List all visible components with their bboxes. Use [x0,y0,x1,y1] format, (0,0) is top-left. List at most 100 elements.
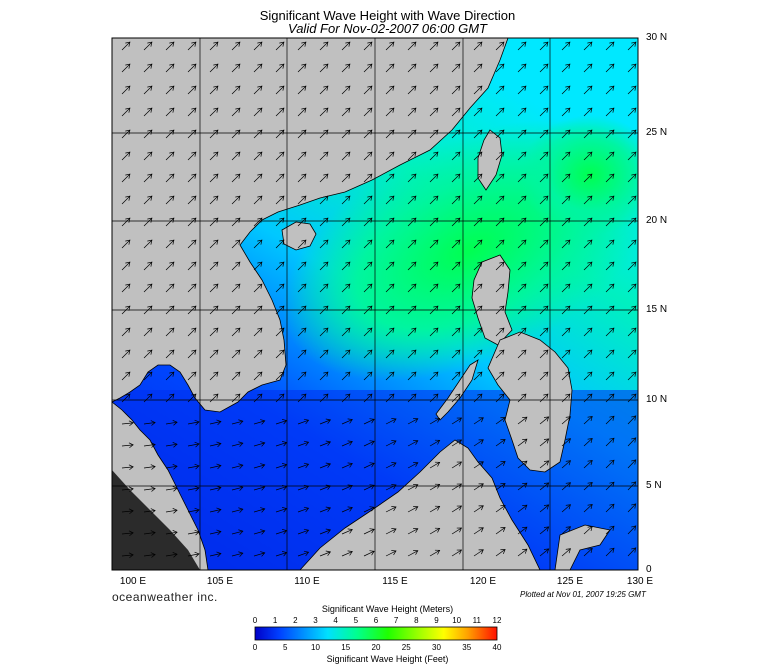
meter-tick-label: 11 [472,616,481,625]
wave-arrow [143,195,153,205]
wave-arrow [539,239,549,249]
wave-arrow-head [125,151,131,157]
wave-arrow-head [301,173,307,179]
wave-arrow [517,195,527,205]
wave-arrow-head [279,239,285,245]
wave-arrow-head [169,371,175,377]
wave-arrow-head [565,371,571,377]
wave-arrow-head [478,527,484,533]
wave-arrow [385,217,395,227]
wave-arrow-head [125,305,131,311]
wave-arrow-head [521,173,527,179]
wave-arrow [341,195,351,205]
wave-arrow [583,195,593,205]
wave-arrow [297,529,309,535]
meter-tick-label: 10 [452,616,462,625]
wave-arrow-head [587,63,593,69]
wave-arrow-head [609,503,615,509]
wave-arrow-head [147,151,153,157]
wave-arrow [319,529,331,535]
wave-arrow [121,554,134,557]
wave-arrow [605,393,615,403]
wave-arrow [407,283,417,293]
wave-arrow-head [345,393,351,399]
wave-arrow-head [609,41,615,47]
feet-tick-label: 30 [432,643,441,652]
wave-arrow [473,239,483,249]
wave-arrow [165,41,175,51]
wave-arrow-head [478,417,484,423]
lat-label-15n: 15 N [646,304,668,315]
wave-arrow [495,129,505,139]
wave-arrow [231,85,241,95]
wave-arrow-head [433,41,439,47]
wave-arrow-head [345,107,351,113]
wave-arrow-head [147,393,153,399]
wave-arrow-head [389,371,395,377]
wave-arrow [385,349,395,359]
wave-arrow [187,531,200,535]
wave-arrow [627,195,637,205]
wave-arrow [429,506,440,513]
wave-arrow [429,173,439,183]
wave-arrow [627,415,636,425]
wave-arrow [275,393,285,403]
wave-arrow [341,63,351,73]
wave-arrow [517,460,528,469]
wave-arrow [539,41,549,51]
wave-arrow-head [391,462,397,468]
wave-arrow-head [565,195,571,201]
wave-arrow [209,107,219,117]
wave-arrow [583,283,593,293]
wave-arrow-head [391,550,397,556]
wave-arrow [209,41,219,51]
wave-arrow [627,41,637,51]
sulawesi-island [554,524,611,570]
wave-arrow [231,239,241,249]
wave-arrow [539,129,549,139]
wave-arrow-head [543,526,550,532]
wave-arrow-head [323,41,329,47]
wave-arrow [165,487,178,491]
wave-arrow [275,173,285,183]
meter-tick-label: 9 [434,616,439,625]
wave-arrow [187,129,197,139]
lat-label-30n: 30 N [646,32,668,43]
wave-arrow-head [631,85,637,91]
wave-arrow-head [521,239,527,245]
wave-arrow [363,173,373,183]
wave-arrow [143,554,156,557]
wave-arrow [517,239,527,249]
wave-arrow-head [323,305,329,311]
wave-arrow-head [147,63,153,69]
wave-arrow [231,129,241,139]
wave-arrow [385,283,395,293]
wave-arrow [319,261,329,271]
wave-arrow-head [257,327,263,333]
wave-arrow-head [565,261,571,267]
wave-arrow [297,195,307,205]
wave-arrow [121,261,131,271]
wave-arrow-head [125,173,131,179]
wave-arrow-head [325,528,332,534]
wave-arrow [319,63,329,73]
wave-arrow [341,261,351,271]
wave-arrow [297,261,307,271]
wave-arrow-head [367,327,373,333]
wave-arrow-head [367,151,373,157]
wave-arrow [539,85,549,95]
wave-arrow-head [125,239,131,245]
wave-arrow-head [169,283,175,289]
wave-arrow-head [521,41,527,47]
wave-arrow-head [455,107,461,113]
wave-arrow [385,440,397,447]
wave-arrow-head [455,283,461,289]
wave-arrow-head [413,506,419,511]
wave-arrow [165,421,178,425]
wave-arrow-head [413,528,419,533]
wave-arrow [165,195,175,205]
wave-arrow-head [213,173,219,179]
wave-arrow-head [477,261,483,267]
wave-arrow-head [543,283,549,289]
feet-tick-label: 0 [252,643,258,652]
